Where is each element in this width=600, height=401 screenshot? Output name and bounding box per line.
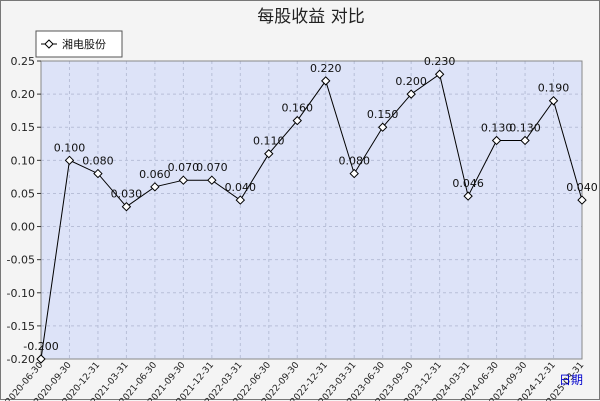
y-tick-label: -0.10	[7, 287, 35, 300]
data-point	[406, 89, 416, 99]
data-point	[121, 201, 132, 212]
legend: 湘电股份	[35, 30, 123, 58]
chart-title: 每股收益 对比	[257, 7, 364, 27]
data-label: 0.046	[452, 177, 484, 190]
data-point	[235, 195, 246, 205]
data-label: 0.080	[338, 155, 370, 168]
y-tick-label: 0.10	[11, 154, 36, 167]
y-tick-label: -0.05	[7, 254, 35, 267]
y-tick-label: -0.20	[7, 353, 35, 366]
data-point	[520, 135, 530, 146]
data-label: 0.190	[538, 82, 570, 95]
y-tick-label: 0.00	[11, 221, 36, 234]
data-point	[178, 175, 189, 185]
data-label: 0.130	[481, 121, 513, 134]
data-point	[64, 155, 75, 166]
grid-lines	[40, 60, 583, 360]
y-axis-ticks: 0.25 0.20 0.15 0.10 0.05 0.00 -0.05 -0.10 -0.15 -…	[7, 55, 41, 366]
data-label: 0.070	[196, 161, 228, 174]
data-label: 0.070	[168, 161, 200, 174]
plot-border	[40, 60, 583, 360]
data-point	[321, 76, 331, 86]
data-label: 0.220	[310, 62, 342, 75]
data-label: 0.080	[82, 155, 114, 168]
data-point	[434, 69, 445, 79]
data-label: 0.150	[367, 108, 399, 121]
data-label: 0.040	[566, 181, 598, 194]
data-point	[150, 182, 160, 192]
series-line	[40, 73, 583, 360]
data-point	[292, 115, 302, 126]
data-label: 0.060	[139, 168, 171, 181]
y-tick-label: 0.05	[11, 187, 36, 200]
data-point	[264, 149, 274, 159]
data-label: 0.040	[225, 181, 257, 194]
x-axis-ticks: 2020-06-302020-09-302020-12-312021-03-31…	[4, 360, 586, 401]
data-label: 0.030	[111, 188, 143, 201]
data-label: -0.200	[23, 340, 58, 353]
data-label: 0.100	[54, 141, 86, 154]
legend-marker-icon	[44, 39, 54, 49]
series-湘电股份	[36, 69, 587, 364]
data-label: 0.110	[253, 135, 285, 148]
data-label: 0.230	[424, 55, 456, 68]
data-point	[93, 168, 103, 179]
data-point	[577, 195, 587, 205]
plot-area	[41, 61, 582, 359]
data-labels: -0.2000.1000.0800.0300.0600.0700.0700.04…	[23, 55, 597, 353]
legend-label: 湘电股份	[62, 37, 106, 51]
y-tick-label: 0.15	[11, 121, 36, 134]
data-label: 0.200	[395, 75, 427, 88]
data-label: 0.130	[509, 121, 541, 134]
y-tick-label: 0.20	[11, 88, 36, 101]
data-point	[207, 175, 217, 185]
data-point	[377, 122, 388, 132]
data-point	[491, 135, 502, 146]
x-axis-label: 日期	[559, 373, 583, 387]
data-label: 0.160	[282, 102, 314, 115]
y-tick-label: -0.15	[7, 320, 35, 333]
data-point	[349, 168, 359, 179]
data-point	[463, 191, 473, 201]
y-tick-label: 0.25	[11, 55, 36, 68]
data-point	[548, 96, 559, 106]
data-point	[36, 354, 46, 364]
